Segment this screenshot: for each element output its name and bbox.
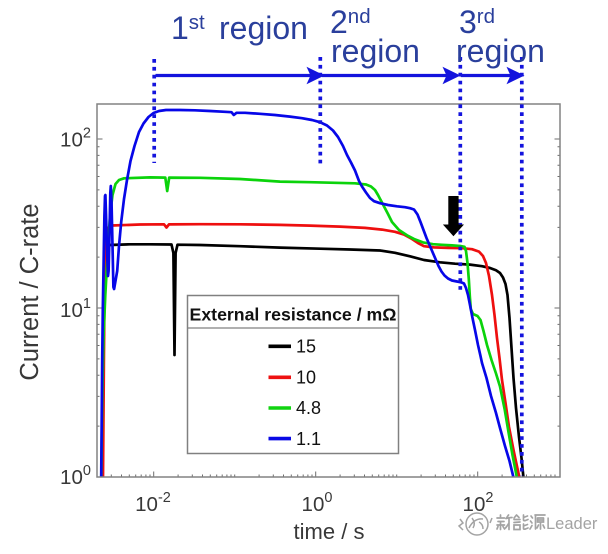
svg-text:Current / C-rate: Current / C-rate: [16, 203, 44, 380]
svg-text:region: region: [331, 33, 420, 69]
svg-text:Leader: Leader: [546, 515, 598, 533]
svg-text:10: 10: [296, 368, 316, 388]
svg-text:1.1: 1.1: [296, 429, 321, 449]
svg-text:4.8: 4.8: [296, 398, 321, 418]
svg-text:region: region: [219, 10, 308, 46]
svg-text:time / s: time / s: [294, 519, 365, 544]
svg-text:15: 15: [296, 337, 316, 357]
svg-text:External resistance / mΩ: External resistance / mΩ: [190, 305, 397, 325]
svg-text:region: region: [456, 33, 545, 69]
